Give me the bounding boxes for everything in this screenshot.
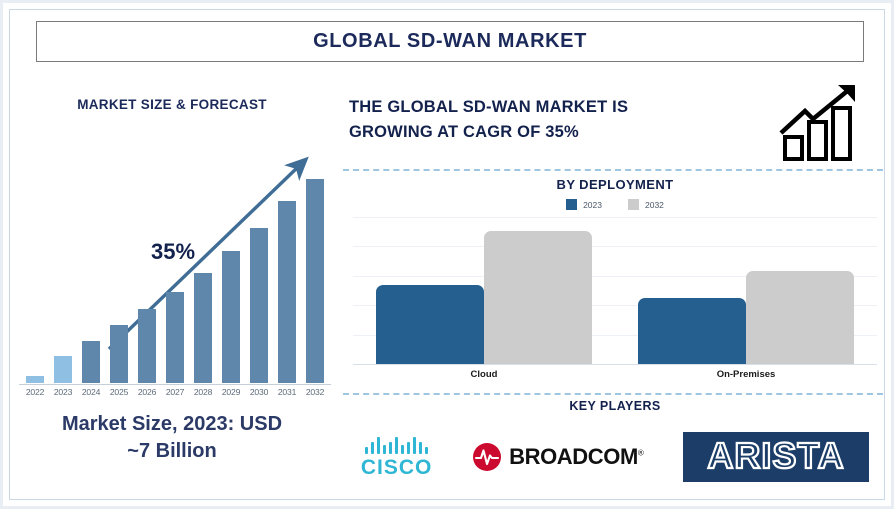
market-size-bar-column (25, 161, 45, 383)
market-size-bar (194, 272, 212, 383)
market-size-bar (82, 341, 100, 383)
gridline (353, 334, 877, 336)
deployment-bar-group (626, 217, 866, 364)
divider-top (343, 169, 883, 171)
headline-line1: THE GLOBAL SD-WAN MARKET IS (349, 98, 629, 116)
legend-label: 2032 (645, 199, 664, 210)
cisco-logo: CISCO (360, 436, 433, 479)
market-size-bar-column (81, 161, 101, 383)
market-size-bar (110, 325, 128, 383)
market-size-callout: Market Size, 2023: USD ~7 Billion (11, 411, 333, 465)
market-size-bar-column (249, 161, 269, 383)
broadcom-word-text: BROADCOM (509, 444, 638, 469)
cisco-bars-icon (365, 436, 429, 454)
year-label: 2029 (221, 387, 241, 397)
market-size-bar (306, 178, 324, 383)
broadcom-logo: BROADCOM® (472, 442, 644, 472)
broadcom-wordmark: BROADCOM® (509, 444, 644, 469)
deployment-category-label: On-Premises (716, 369, 776, 380)
inner-frame (9, 9, 885, 500)
market-size-forecast-panel: MARKET SIZE & FORECAST 35% 2022 2023 2024 2… (11, 81, 333, 501)
deployment-bar (484, 230, 592, 364)
legend-swatch (566, 199, 578, 210)
year-label: 2030 (249, 387, 269, 397)
deployment-baseline (353, 364, 877, 365)
deployment-category-labels: Cloud On-Premises (353, 369, 877, 380)
deployment-category-label: Cloud (470, 369, 498, 380)
broadcom-pulse-icon (473, 443, 502, 471)
key-players-title: KEY PLAYERS (569, 399, 661, 413)
year-label: 2028 (193, 387, 213, 397)
legend-item: 2023 (566, 199, 602, 210)
broadcom-registered-mark: ® (637, 448, 644, 458)
market-size-bar-chart (25, 161, 325, 383)
deployment-bar-group (364, 217, 604, 364)
market-size-bar-column (137, 161, 157, 383)
market-size-bar-column (165, 161, 185, 383)
year-label: 2025 (109, 387, 129, 397)
year-label: 2023 (53, 387, 73, 397)
market-size-bar (26, 376, 44, 383)
left-chart-axis (19, 384, 331, 385)
bar-chart-growth-icon (779, 85, 855, 161)
left-chart-year-labels: 2022 2023 2024 2025 2026 2027 2028 2029 2030 2031… (25, 387, 325, 397)
market-size-bar (54, 356, 72, 383)
market-size-bar-column (221, 161, 241, 383)
gridline (353, 246, 877, 248)
title-box: GLOBAL SD-WAN MARKET (36, 21, 864, 62)
deployment-bar (376, 284, 484, 364)
year-label: 2026 (137, 387, 157, 397)
right-panel: THE GLOBAL SD-WAN MARKET IS GROWING AT C… (341, 81, 889, 501)
gridline (353, 217, 877, 218)
year-label: 2027 (165, 387, 185, 397)
year-label: 2032 (305, 387, 325, 397)
market-size-bar-column (305, 161, 325, 383)
legend-swatch (628, 199, 639, 210)
year-label: 2031 (277, 387, 297, 397)
headline-line2: GROWING AT CAGR OF 35% (349, 122, 579, 141)
market-size-bar (278, 201, 296, 383)
legend-item: 2032 (628, 199, 664, 210)
cisco-wordmark: CISCO (360, 455, 433, 479)
deployment-bar-chart (353, 217, 877, 365)
left-panel-heading: MARKET SIZE & FORECAST (77, 97, 267, 112)
headline: THE GLOBAL SD-WAN MARKET IS GROWING AT C… (349, 95, 749, 145)
market-size-bar (138, 309, 156, 383)
year-label: 2022 (25, 387, 45, 397)
deployment-section-title: BY DEPLOYMENT (556, 177, 674, 192)
market-size-bar-column (109, 161, 129, 383)
arista-wordmark: ARISTA (706, 437, 845, 477)
deployment-legend: 2023 2032 (341, 199, 889, 210)
svg-text:ARISTA: ARISTA (707, 437, 844, 476)
year-label: 2024 (81, 387, 101, 397)
legend-label: 2023 (583, 199, 602, 210)
deployment-bar (638, 298, 746, 364)
market-size-line1: Market Size, 2023: USD (61, 413, 283, 435)
divider-bottom (343, 393, 883, 395)
page-title: GLOBAL SD-WAN MARKET (313, 30, 587, 52)
market-size-bar (166, 291, 184, 383)
cagr-badge-left: 35% (151, 239, 196, 264)
market-size-line2: ~7 Billion (127, 440, 217, 462)
market-size-bar-column (193, 161, 213, 383)
gridline (353, 305, 877, 307)
market-size-bar-column (53, 161, 73, 383)
deployment-bar (746, 271, 854, 364)
gridline (353, 275, 877, 277)
market-size-bar-column (277, 161, 297, 383)
market-size-bar (250, 228, 268, 383)
key-players-logos: CISCO BROADCOM® ARISTA (341, 421, 889, 493)
market-size-bar (222, 251, 240, 383)
arista-logo: ARISTA (683, 432, 870, 482)
